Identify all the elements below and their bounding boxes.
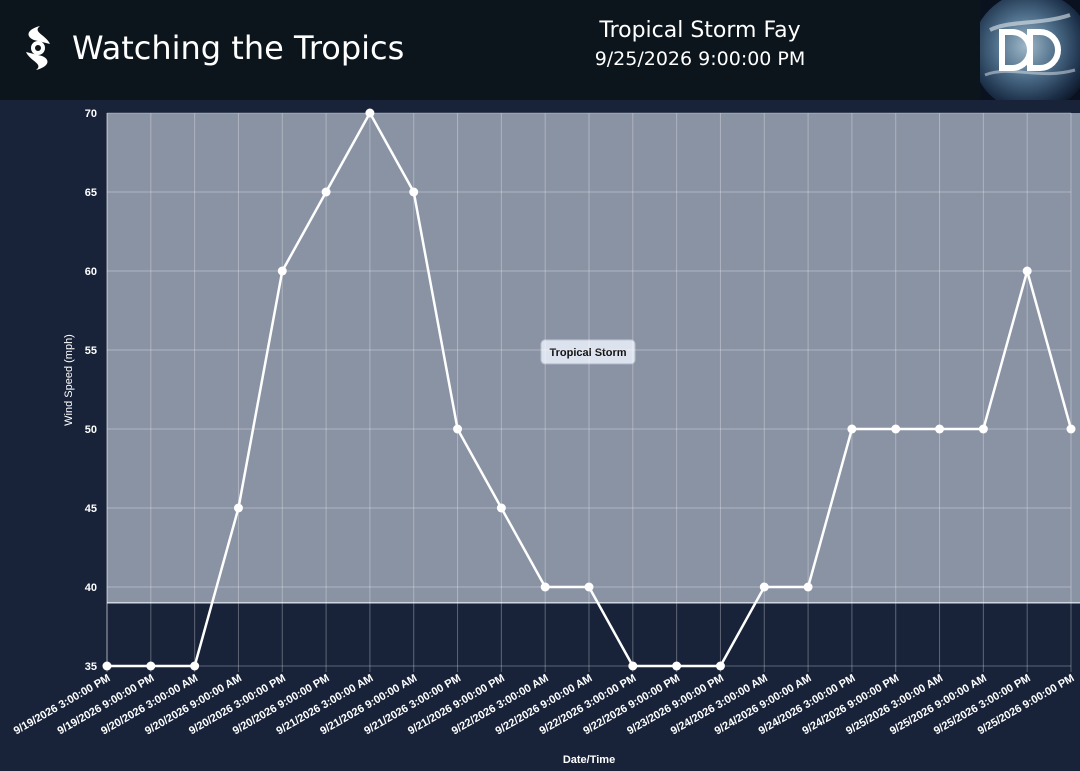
app-title: Watching the Tropics xyxy=(72,29,405,67)
brand: Watching the Tropics xyxy=(18,20,404,76)
band-label-box xyxy=(540,339,636,365)
data-point xyxy=(277,266,287,276)
data-point xyxy=(978,424,988,434)
band-label: Tropical Storm xyxy=(549,347,626,359)
data-point xyxy=(628,661,638,671)
y-tick-label: 35 xyxy=(85,661,97,673)
y-axis-label: Wind Speed (mph) xyxy=(63,334,75,426)
hurricane-icon xyxy=(18,24,58,72)
x-axis-label: Date/Time xyxy=(563,754,615,766)
data-point xyxy=(1066,424,1076,434)
storm-info: Tropical Storm Fay 9/25/2026 9:00:00 PM xyxy=(500,16,900,72)
data-point xyxy=(759,582,769,592)
data-point xyxy=(1022,266,1032,276)
data-point xyxy=(409,187,419,197)
data-point xyxy=(190,661,200,671)
data-point xyxy=(365,108,375,118)
data-point xyxy=(847,424,857,434)
y-tick-label: 50 xyxy=(85,424,97,436)
y-tick-label: 65 xyxy=(85,187,97,199)
data-point xyxy=(146,661,156,671)
storm-time: 9/25/2026 9:00:00 PM xyxy=(594,48,806,70)
data-point xyxy=(672,661,682,671)
data-point xyxy=(540,582,550,592)
storm-name: Tropical Storm Fay xyxy=(599,18,801,43)
y-tick-label: 70 xyxy=(85,108,97,120)
data-point xyxy=(321,187,331,197)
band-label-group: Tropical Storm xyxy=(540,339,636,365)
data-point xyxy=(803,582,813,592)
data-point xyxy=(102,661,112,671)
chart-area: Tropical Storm 35 40 45 50 55 60 65 70 9/19/202… xyxy=(0,100,1080,771)
y-tick-label: 40 xyxy=(85,582,97,594)
dd-logo xyxy=(980,0,1080,100)
data-point xyxy=(584,582,594,592)
data-point xyxy=(715,661,725,671)
header-bar: Watching the Tropics Tropical Storm Fay … xyxy=(0,0,1080,100)
y-tick-label: 55 xyxy=(85,345,97,357)
y-tick-label: 60 xyxy=(85,266,97,278)
y-tick-label: 45 xyxy=(85,503,97,515)
data-point xyxy=(496,503,506,513)
data-point xyxy=(891,424,901,434)
data-point xyxy=(453,424,463,434)
data-point xyxy=(233,503,243,513)
data-point xyxy=(935,424,945,434)
